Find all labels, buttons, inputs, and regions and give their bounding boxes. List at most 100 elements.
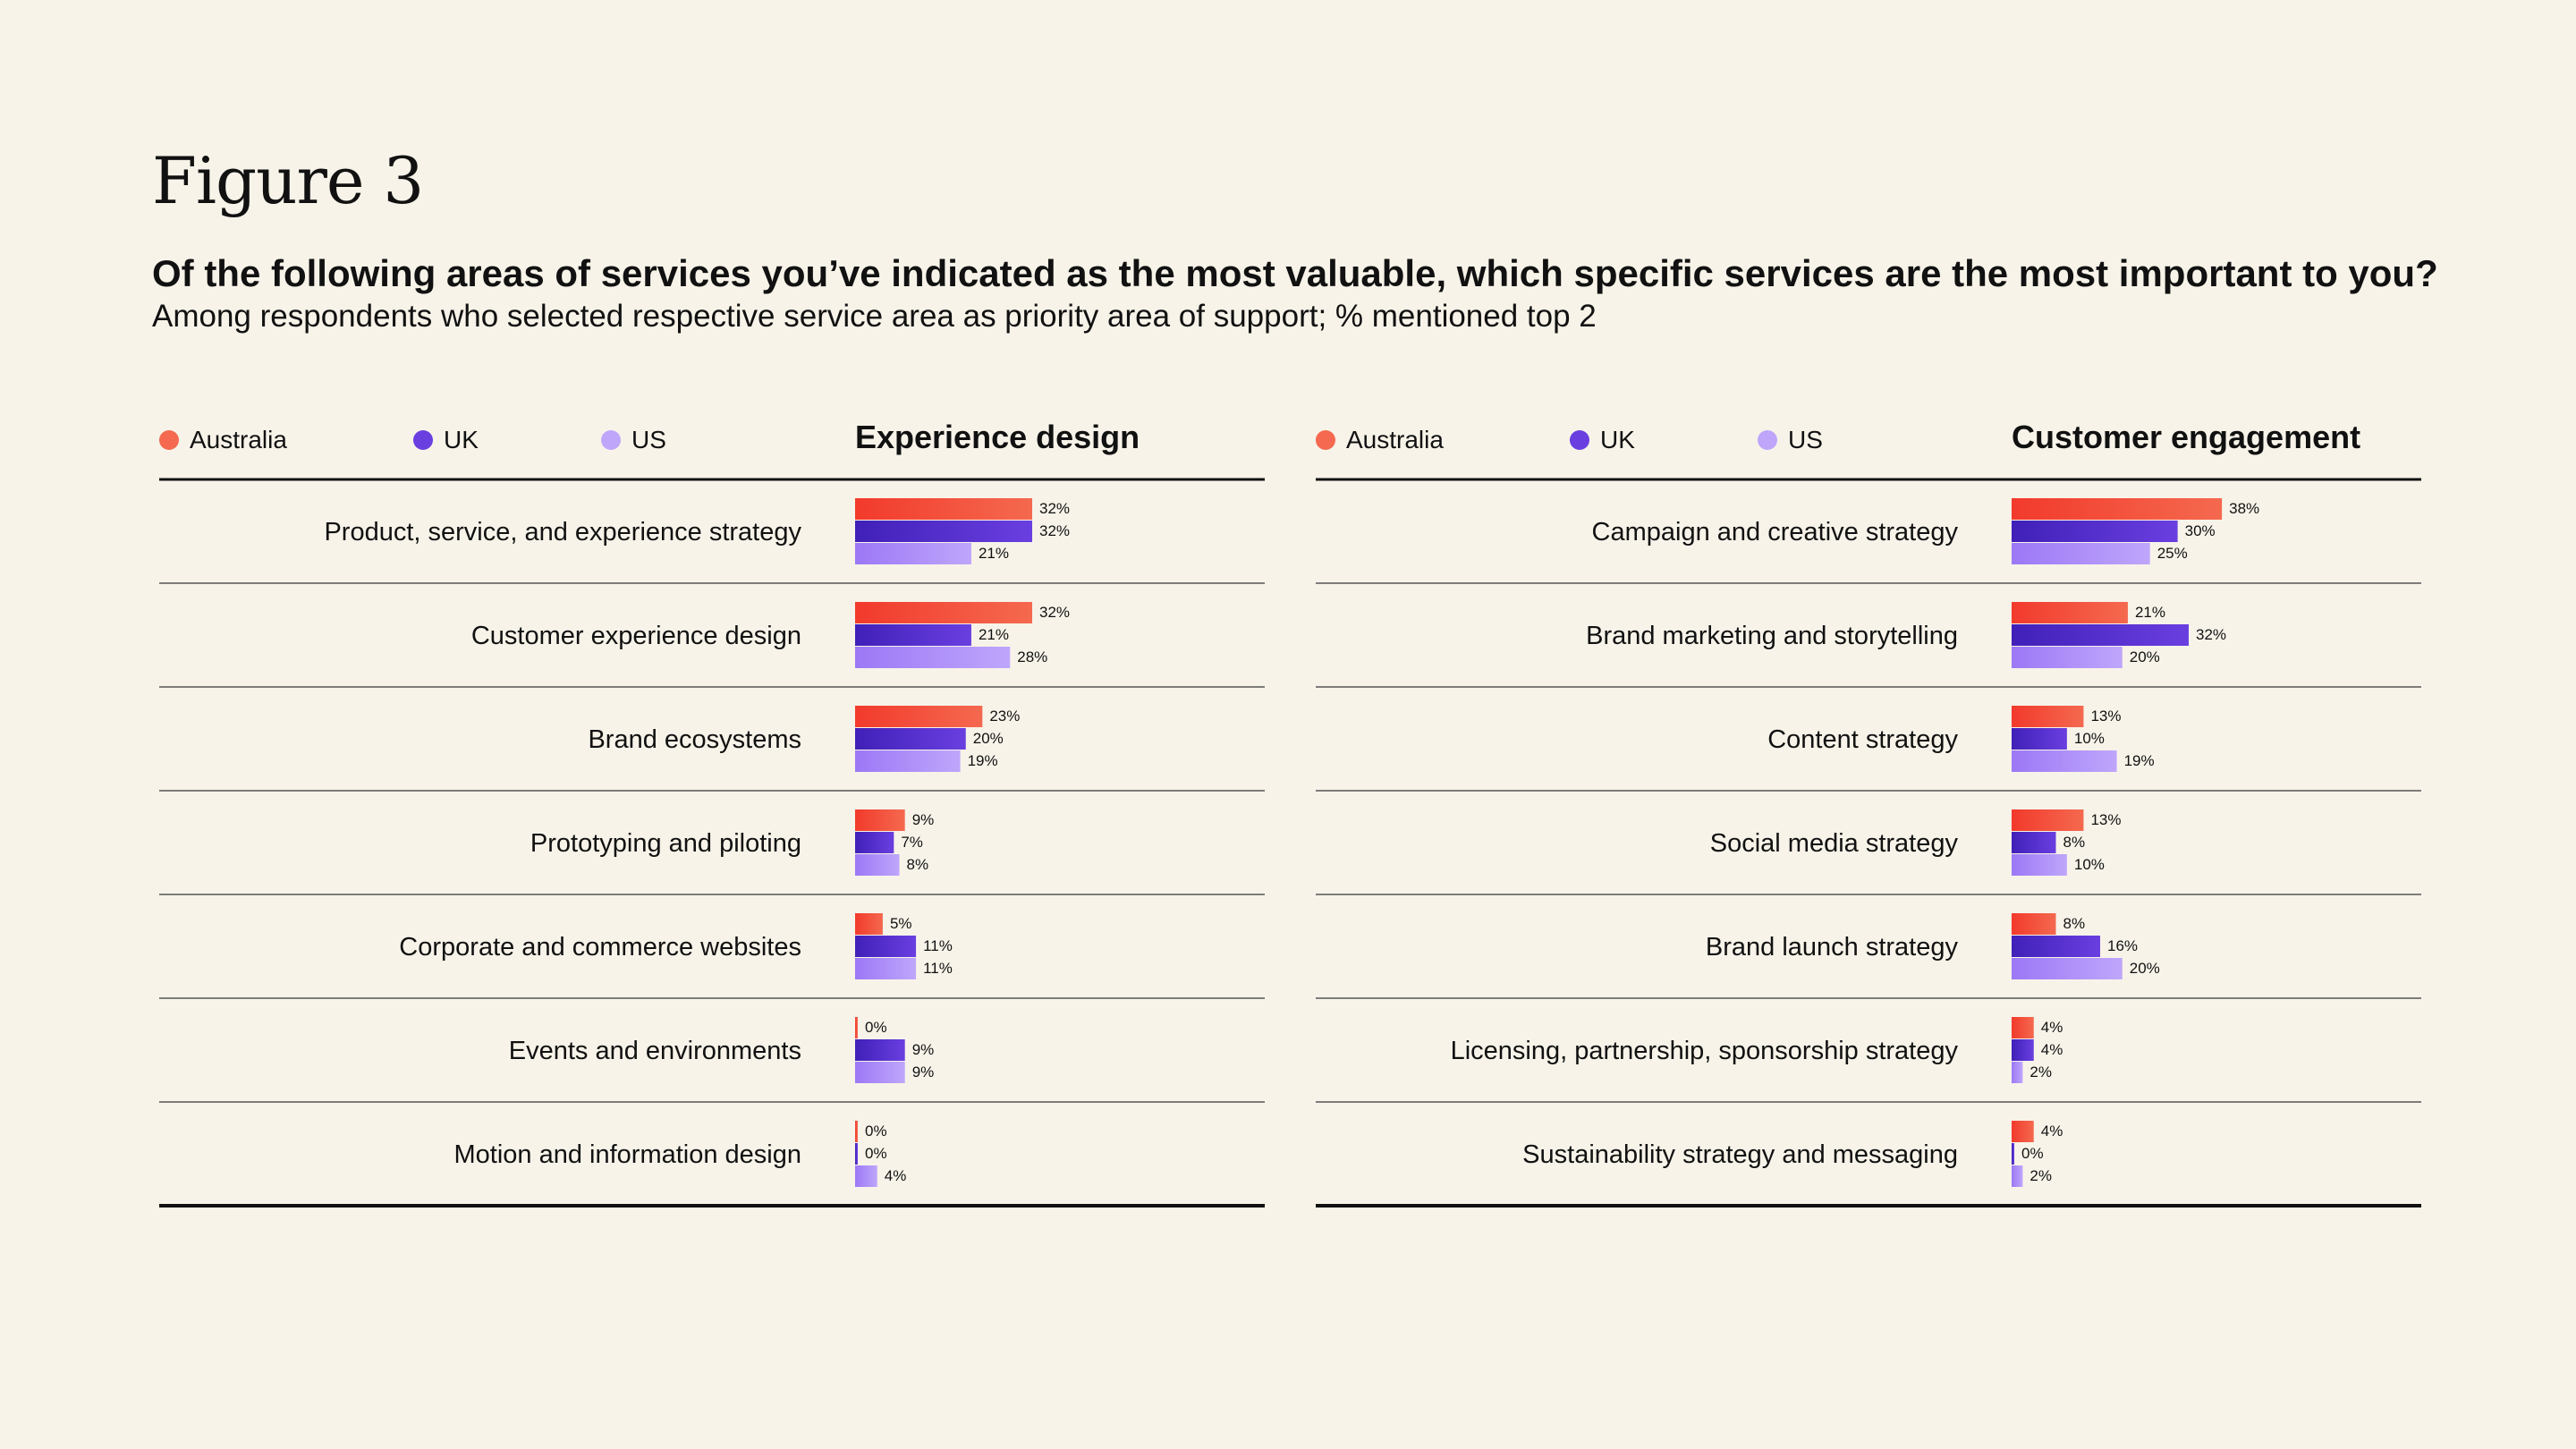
panel-customer-engagement: Australia UK US Customer engagement Camp… [1316,411,2421,1216]
value-label-us: 19% [968,752,998,769]
value-label-us: 11% [923,960,953,977]
bar-us [2012,750,2117,772]
row-label: Motion and information design [453,1140,801,1169]
bar-us [855,958,917,979]
legend-item-us: US [1758,422,1823,458]
legend-dot-us [1758,430,1777,450]
row-label: Social media strategy [1710,829,1959,858]
bar-us [855,1062,905,1083]
row-label: Brand marketing and storytelling [1586,622,1958,650]
bar-australia [2012,1121,2034,1142]
row-label: Prototyping and piloting [530,829,801,858]
value-label-us: 4% [885,1167,907,1184]
value-label-australia: 38% [2229,500,2259,517]
value-label-australia: 9% [912,811,935,828]
value-label-uk: 0% [2021,1145,2044,1162]
bar-australia [855,809,905,831]
chart-experience-design: Product, service, and experience strateg… [159,478,1265,1208]
bar-uk [855,624,971,646]
bar-us [855,854,900,876]
value-label-australia: 23% [989,708,1020,724]
bar-us [2012,958,2123,979]
value-label-australia: 21% [2135,604,2165,621]
bar-uk [2012,832,2056,853]
value-label-uk: 7% [901,834,923,851]
bar-us [2012,647,2123,668]
value-label-australia: 32% [1039,604,1070,621]
value-label-us: 19% [2124,752,2155,769]
value-label-australia: 0% [865,1123,887,1140]
bar-australia [855,602,1032,623]
value-label-australia: 32% [1039,500,1070,517]
value-label-us: 28% [1017,648,1047,665]
legend-label-uk: UK [444,426,479,453]
bar-uk [855,1039,905,1061]
chart-subtitle: Among respondents who selected respectiv… [152,299,1597,334]
row-label: Licensing, partnership, sponsorship stra… [1451,1037,1959,1065]
bar-uk [2012,1143,2014,1165]
chart-question: Of the following areas of services you’v… [152,252,2438,294]
value-label-australia: 13% [2090,708,2121,724]
value-label-uk: 20% [973,730,1004,747]
value-label-us: 25% [2157,545,2188,562]
value-label-uk: 11% [923,937,953,954]
value-label-us: 21% [979,545,1009,562]
value-label-australia: 5% [890,915,912,932]
bar-australia [2012,706,2084,727]
bar-australia [2012,498,2223,520]
value-label-uk: 21% [979,626,1009,643]
legend-label-us: US [1788,426,1823,453]
bar-australia [855,706,983,727]
legend-label-australia: Australia [1346,426,1444,453]
bar-uk [2012,1039,2034,1061]
legend-label-us: US [631,426,666,453]
bar-australia [855,498,1032,520]
legend-dot-australia [159,430,179,450]
value-label-uk: 16% [2107,937,2138,954]
bar-us [855,647,1011,668]
value-label-us: 10% [2074,856,2105,873]
bar-uk [2012,521,2178,542]
legend-dot-uk [413,430,433,450]
bar-uk [855,521,1032,542]
value-label-uk: 9% [912,1041,935,1058]
value-label-uk: 10% [2074,730,2105,747]
value-label-uk: 8% [2063,834,2086,851]
panel-title: Experience design [855,419,1140,455]
value-label-uk: 0% [865,1145,887,1162]
row-label: Content strategy [1767,725,1958,754]
legend-item-us: US [601,422,666,458]
row-label: Corporate and commerce websites [399,933,801,962]
panel-title: Customer engagement [2012,419,2361,455]
bar-australia [2012,913,2056,935]
bar-uk [2012,936,2100,957]
value-label-australia: 8% [2063,915,2086,932]
value-label-uk: 32% [2196,626,2226,643]
bar-uk [855,832,894,853]
figure-title: Figure 3 [152,143,424,218]
legend-item-australia: Australia [1316,422,1444,458]
legend-item-uk: UK [1570,422,1635,458]
bar-australia [2012,809,2084,831]
row-label: Brand launch strategy [1706,933,1959,962]
value-label-us: 20% [2130,960,2160,977]
bar-us [2012,1165,2023,1187]
bar-us [855,543,971,564]
bar-uk [2012,624,2189,646]
row-label: Brand ecosystems [588,725,801,754]
legend-item-uk: UK [413,422,479,458]
value-label-australia: 0% [865,1019,887,1036]
bar-uk [855,936,917,957]
bar-australia [855,1017,858,1038]
row-label: Product, service, and experience strateg… [324,518,801,547]
value-label-australia: 4% [2041,1123,2063,1140]
value-label-uk: 30% [2185,522,2216,539]
row-label: Campaign and creative strategy [1592,518,1959,547]
bar-us [2012,1062,2023,1083]
bar-australia [855,1121,858,1142]
value-label-uk: 32% [1039,522,1070,539]
value-label-us: 8% [907,856,929,873]
value-label-us: 20% [2130,648,2160,665]
legend-dot-australia [1316,430,1335,450]
row-label: Events and environments [509,1037,801,1065]
